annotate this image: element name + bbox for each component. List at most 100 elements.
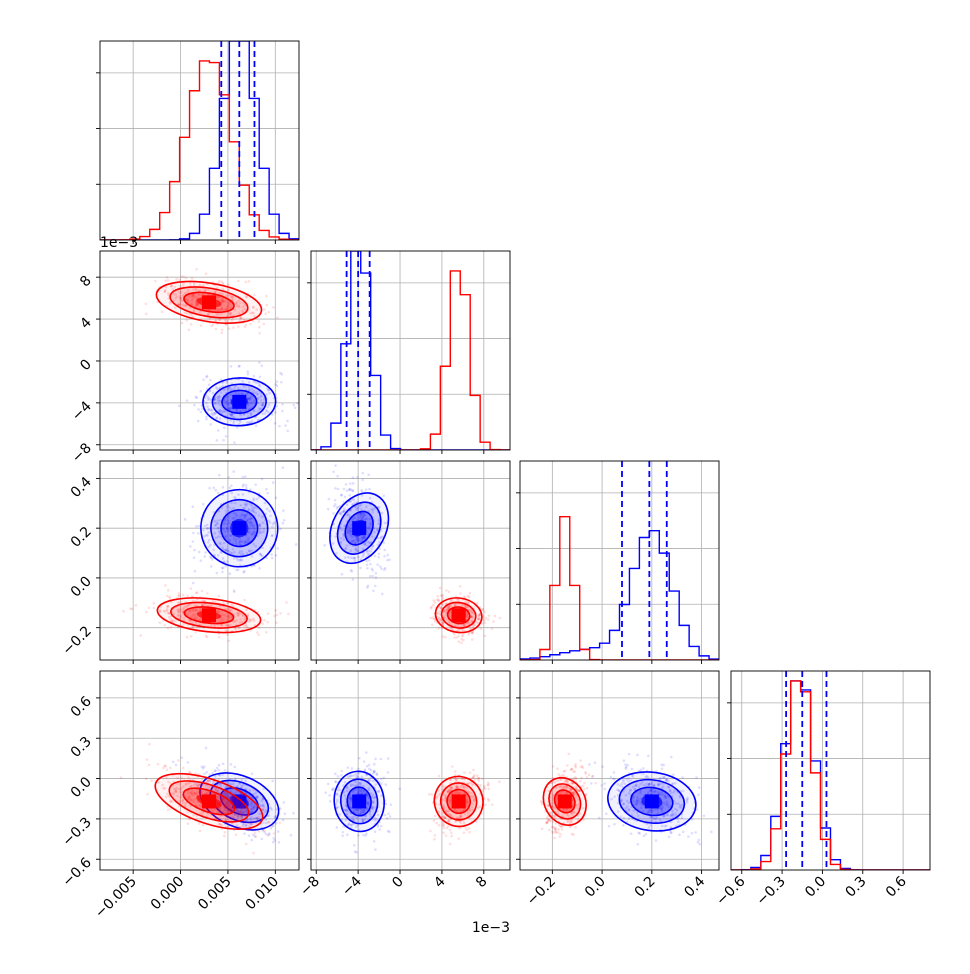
sample-point <box>459 791 462 794</box>
sample-point <box>613 795 616 798</box>
sample-point <box>198 618 202 621</box>
sample-point <box>553 826 557 830</box>
sample-point <box>649 788 653 791</box>
sample-point <box>620 782 624 786</box>
sample-point <box>257 633 260 637</box>
sample-point <box>378 828 382 831</box>
sample-point <box>217 318 221 322</box>
sample-point <box>214 788 217 792</box>
sample-point <box>460 637 463 641</box>
sample-point <box>242 807 246 810</box>
sample-point <box>238 301 242 305</box>
sample-point <box>363 537 366 540</box>
sample-point <box>226 529 230 533</box>
sample-point <box>644 775 648 779</box>
sample-point <box>230 491 234 495</box>
sample-point <box>209 423 212 426</box>
sample-point <box>455 785 458 788</box>
sample-point <box>192 294 195 297</box>
sample-point <box>271 779 274 783</box>
sample-point <box>439 792 442 795</box>
sample-point <box>367 788 371 792</box>
sample-point <box>222 438 225 442</box>
sample-point <box>616 788 619 792</box>
sample-point <box>379 565 382 568</box>
sample-point <box>238 550 242 553</box>
sample-point <box>222 792 225 795</box>
sample-point <box>219 518 222 522</box>
sample-point <box>158 609 162 612</box>
sample-point <box>197 791 201 794</box>
sample-point <box>357 555 360 559</box>
sample-point <box>226 305 230 308</box>
sample-point <box>449 785 452 789</box>
sample-point <box>238 305 241 309</box>
sample-point <box>465 798 469 802</box>
sample-point <box>209 398 213 402</box>
sample-point <box>603 787 607 791</box>
sample-point <box>476 617 480 621</box>
sample-point <box>249 517 253 521</box>
sample-point <box>249 413 253 417</box>
sample-point <box>369 549 373 553</box>
sample-point <box>258 566 261 570</box>
sample-point <box>255 391 258 394</box>
sample-point <box>230 296 234 299</box>
sample-point <box>565 785 568 789</box>
sample-point <box>364 541 368 544</box>
sample-point <box>193 548 196 552</box>
sample-point <box>273 614 276 618</box>
sample-point <box>272 836 276 840</box>
sample-point <box>562 785 566 789</box>
sample-point <box>154 279 157 283</box>
sample-point <box>169 800 172 804</box>
sample-point <box>203 534 206 538</box>
sample-point <box>244 514 247 517</box>
sample-point <box>357 536 360 540</box>
sample-point <box>233 765 237 769</box>
sample-point <box>227 781 231 785</box>
sample-point <box>279 527 282 531</box>
sample-point <box>673 789 676 792</box>
sample-point <box>332 512 335 515</box>
sample-point <box>363 513 367 517</box>
sample-point <box>139 634 143 637</box>
sample-point <box>239 504 243 507</box>
sample-point <box>356 476 359 479</box>
sample-point <box>180 756 184 759</box>
sample-point <box>349 488 352 491</box>
sample-point <box>195 267 198 271</box>
sample-point <box>206 313 210 317</box>
sample-point <box>437 612 440 615</box>
panel-content-2-0 <box>122 466 298 643</box>
sample-point <box>664 796 667 799</box>
sample-point <box>223 522 226 525</box>
sample-point <box>192 531 195 535</box>
sample-point <box>558 785 561 789</box>
sample-point <box>347 775 350 779</box>
sample-point <box>355 537 359 540</box>
sample-point <box>342 533 345 536</box>
sample-point <box>380 782 383 786</box>
y-tick-label: 0.0 <box>68 573 95 600</box>
sample-point <box>641 804 644 807</box>
sample-point <box>371 793 375 797</box>
sample-point <box>211 413 215 417</box>
sample-point <box>225 815 228 819</box>
sample-point <box>437 616 441 620</box>
panel-frame <box>99 460 300 661</box>
sample-point <box>581 784 585 788</box>
sample-point <box>202 528 205 532</box>
sample-point <box>284 424 287 427</box>
sample-point <box>189 294 193 298</box>
sample-point <box>447 809 451 812</box>
sample-point <box>281 402 284 406</box>
sample-point <box>354 547 358 551</box>
sample-point <box>223 560 226 563</box>
sample-point <box>450 598 453 602</box>
sample-point <box>377 552 381 556</box>
sample-point <box>551 825 554 829</box>
sample-point <box>267 519 271 522</box>
sample-point <box>200 791 203 795</box>
sample-point <box>215 313 218 316</box>
